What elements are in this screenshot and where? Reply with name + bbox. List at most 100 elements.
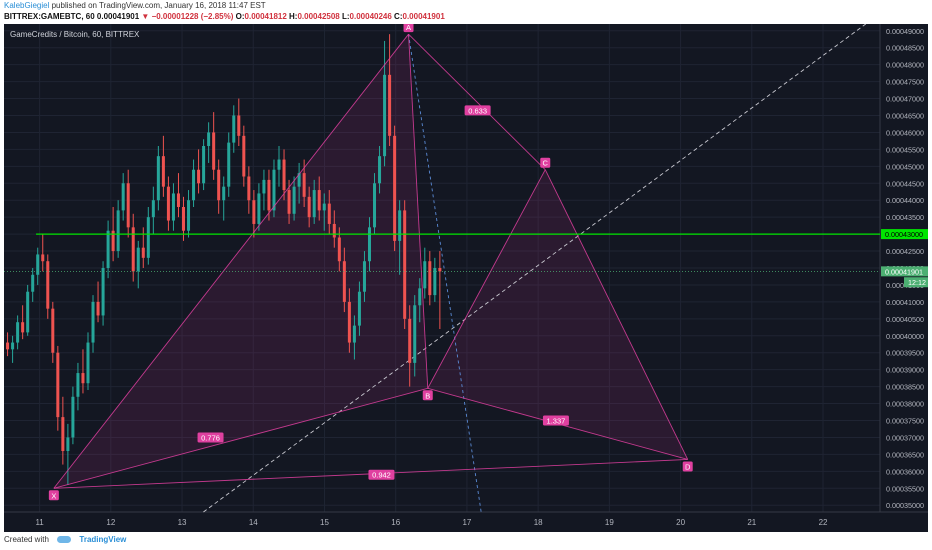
candle-body bbox=[317, 190, 321, 211]
candle-body bbox=[398, 210, 402, 241]
candle-body bbox=[388, 74, 392, 136]
price-chart[interactable]: 0.00049000 0.00048500 0.00048000 0.00047500… bbox=[4, 24, 928, 532]
candle-body bbox=[272, 169, 276, 211]
candle-body bbox=[51, 308, 55, 353]
pattern-point-x-marker bbox=[48, 490, 59, 501]
countdown-tag bbox=[904, 277, 928, 288]
candle-body bbox=[166, 186, 170, 221]
publish-info: published on TradingView.com, January 16… bbox=[51, 1, 266, 10]
pattern-leg-ab bbox=[408, 34, 429, 389]
candle-body bbox=[91, 301, 95, 343]
x-tick-label: 21 bbox=[747, 518, 756, 527]
close-label: C: bbox=[394, 12, 403, 21]
candle-body bbox=[378, 156, 382, 184]
ratio-tag bbox=[197, 432, 224, 443]
candle-body bbox=[282, 159, 286, 191]
candle-body bbox=[146, 217, 150, 258]
y-tick-label: 0.00047500 bbox=[886, 78, 924, 87]
candle-body bbox=[81, 373, 85, 384]
x-tick-label: 14 bbox=[249, 518, 258, 527]
candle-body bbox=[156, 156, 160, 201]
chart-title: GameCredits / Bitcoin, 60, BITTREX bbox=[10, 30, 140, 39]
candle-body bbox=[6, 342, 10, 350]
x-tick-label: 15 bbox=[320, 518, 329, 527]
candle-body bbox=[26, 291, 30, 333]
down-arrow-icon: ▼ bbox=[141, 12, 150, 21]
candle-body bbox=[262, 179, 266, 194]
candle-body bbox=[46, 261, 50, 309]
candle-body bbox=[171, 193, 175, 221]
y-tick-label: 0.00044500 bbox=[886, 179, 924, 188]
candle-body bbox=[423, 261, 427, 289]
candle-body bbox=[428, 261, 432, 296]
y-tick-label: 0.00035500 bbox=[886, 484, 924, 493]
y-tick-label: 0.00045000 bbox=[886, 162, 924, 171]
pattern-leg-xb bbox=[53, 387, 428, 489]
candle-body bbox=[267, 179, 271, 211]
pattern-point-d-label: D bbox=[685, 462, 691, 471]
candle-body bbox=[101, 268, 105, 316]
candle-body bbox=[207, 132, 211, 146]
candle-body bbox=[297, 173, 301, 187]
ratio-label: 1.337 bbox=[547, 417, 566, 426]
y-tick-label: 0.00048000 bbox=[886, 61, 924, 70]
y-tick-label: 0.00036000 bbox=[886, 467, 924, 476]
y-tick-label: 0.00046500 bbox=[886, 112, 924, 121]
candle-body bbox=[116, 210, 120, 252]
candle-body bbox=[192, 169, 196, 201]
candle-body bbox=[413, 305, 417, 363]
y-tick-label: 0.00041000 bbox=[886, 298, 924, 307]
publish-line: KalebGiegiel published on TradingView.co… bbox=[4, 1, 266, 10]
y-tick-label: 0.00037000 bbox=[886, 433, 924, 442]
candle-body bbox=[247, 176, 251, 201]
candle-body bbox=[56, 352, 60, 418]
candle-body bbox=[121, 183, 125, 211]
x-tick-label: 16 bbox=[391, 518, 400, 527]
ratio-label: 0.633 bbox=[468, 106, 487, 115]
candle-body bbox=[287, 190, 291, 214]
y-tick-label: 0.00040000 bbox=[886, 332, 924, 341]
candle-body bbox=[418, 288, 422, 306]
pattern-bcd-fill bbox=[427, 169, 688, 460]
author-link[interactable]: KalebGiegiel bbox=[4, 1, 50, 10]
candle-body bbox=[332, 223, 336, 238]
current-price-label: 0.00041901 bbox=[885, 267, 923, 276]
candle-body bbox=[66, 437, 70, 451]
candle-body bbox=[292, 186, 296, 214]
last-price: 0.00041901 bbox=[96, 12, 140, 21]
candle-body bbox=[36, 254, 40, 275]
x-tick-label: 22 bbox=[819, 518, 828, 527]
candle-body bbox=[307, 196, 311, 218]
footer: Created with TradingView bbox=[4, 535, 126, 544]
tradingview-cloud-icon bbox=[57, 536, 72, 544]
y-tick-label: 0.00040500 bbox=[886, 315, 924, 324]
candle-body bbox=[393, 135, 397, 241]
candle-body bbox=[373, 183, 377, 228]
candle-body bbox=[141, 247, 145, 258]
pattern-xab-fill bbox=[53, 34, 428, 489]
x-tick-label: 19 bbox=[605, 518, 614, 527]
pattern-leg-cd bbox=[544, 169, 689, 460]
candle-body bbox=[11, 342, 15, 350]
candle-body bbox=[337, 237, 341, 262]
pattern-point-c-marker bbox=[540, 157, 551, 168]
candle-body bbox=[438, 268, 442, 272]
candle-body bbox=[227, 142, 231, 187]
y-tick-label: 0.00042500 bbox=[886, 247, 924, 256]
tradingview-brand[interactable]: TradingView bbox=[79, 535, 127, 544]
open-value: 0.00041812 bbox=[244, 12, 287, 21]
symbol-label: BITTREX:GAMEBTC, 60 bbox=[4, 12, 95, 21]
y-tick-label: 0.00038000 bbox=[886, 400, 924, 409]
y-tick-label: 0.00044000 bbox=[886, 196, 924, 205]
candle-body bbox=[16, 322, 20, 343]
candle-body bbox=[187, 200, 191, 231]
pattern-point-d-marker bbox=[682, 461, 693, 472]
candle-body bbox=[403, 210, 407, 319]
candle-body bbox=[197, 169, 201, 184]
x-tick-label: 17 bbox=[462, 518, 471, 527]
candle-body bbox=[237, 115, 241, 136]
pattern-point-c-label: C bbox=[543, 159, 549, 168]
symbol-line: BITTREX:GAMEBTC, 60 0.00041901 ▼ −0.0000… bbox=[4, 12, 445, 21]
ratio-label: 0.776 bbox=[201, 433, 220, 442]
